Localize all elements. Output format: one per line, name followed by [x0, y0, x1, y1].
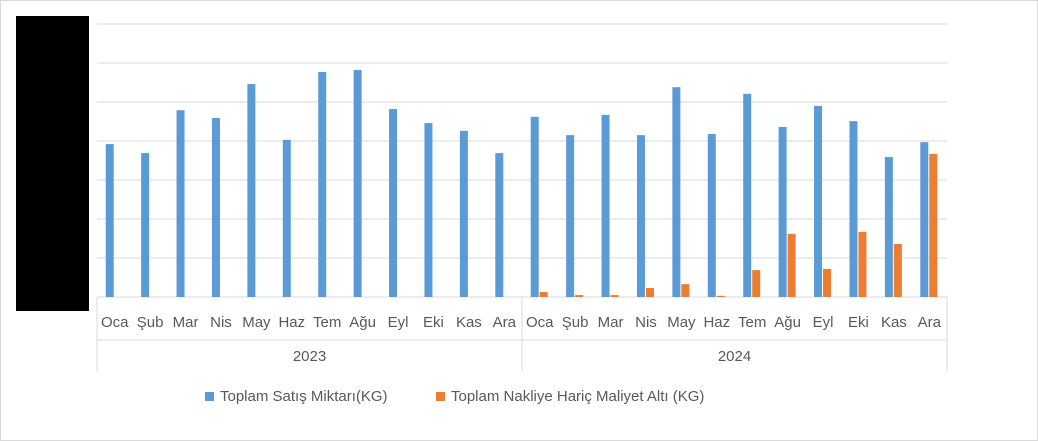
x-tick-label: Mar	[598, 314, 624, 331]
bar	[858, 231, 867, 297]
legend-label: Toplam Satış Miktarı(KG)	[220, 388, 388, 405]
bar	[353, 70, 362, 298]
legend-swatch	[205, 392, 214, 401]
bar	[282, 139, 291, 297]
bar	[610, 295, 619, 297]
bar	[459, 130, 468, 297]
plot-area: 2023 2024 Oca Şub Mar Nis May Haz Tem Ağu Eyl Eki Ka…	[96, 23, 948, 405]
bar	[645, 288, 654, 297]
legend-swatch	[436, 392, 445, 401]
bar	[716, 295, 725, 297]
x-tick-label: May	[242, 314, 271, 331]
bar	[176, 110, 185, 297]
x-tick-label: Nis	[210, 314, 232, 331]
x-tick-label: Eyl	[813, 314, 834, 331]
bar	[389, 109, 398, 298]
x-tick-label: Şub	[137, 314, 164, 331]
legend-label: Toplam Nakliye Hariç Maliyet Altı (KG)	[451, 388, 704, 405]
bar	[105, 144, 114, 297]
x-tick-label: Kas	[881, 314, 907, 331]
bar	[743, 93, 752, 297]
x-tick-label: Eyl	[388, 314, 409, 331]
x-tick-label: Tem	[313, 314, 341, 331]
x-tick-label: Haz	[278, 314, 305, 331]
x-tick-label: Ağu	[349, 314, 376, 331]
bar	[884, 156, 893, 297]
bar	[814, 105, 823, 298]
x-tick-label: Ara	[493, 314, 517, 331]
x-tick-label: Nis	[635, 314, 657, 331]
bar	[672, 87, 681, 298]
x-tick-label: May	[667, 314, 696, 331]
x-tick-label: Ara	[918, 314, 942, 331]
bar	[849, 121, 858, 297]
bar	[575, 295, 584, 297]
bar	[681, 284, 690, 297]
bar	[787, 233, 796, 297]
bar	[566, 135, 575, 297]
bar	[211, 117, 220, 298]
x-tick-label: Kas	[456, 314, 482, 331]
x-tick-label: Eki	[423, 314, 444, 331]
x-tick-label: Şub	[562, 314, 589, 331]
bar	[929, 153, 938, 297]
bar	[141, 153, 150, 297]
x-tick-label: Ağu	[774, 314, 801, 331]
x-tick-label: Oca	[526, 314, 554, 331]
bar	[424, 123, 433, 297]
bar	[752, 270, 761, 297]
x-tick-label: Haz	[703, 314, 730, 331]
x-tick-label: Eki	[848, 314, 869, 331]
bar	[318, 71, 327, 297]
x-tick-label: Tem	[738, 314, 766, 331]
bar	[707, 133, 716, 297]
bar	[778, 126, 787, 298]
x-tick-label: Oca	[101, 314, 129, 331]
bar	[495, 153, 504, 297]
bar	[601, 114, 610, 298]
bar	[539, 291, 548, 297]
group-label: 2024	[718, 348, 751, 365]
bar	[920, 142, 929, 297]
bar	[636, 135, 645, 297]
bar	[893, 243, 902, 297]
x-tick-label: Mar	[173, 314, 199, 331]
bar	[823, 268, 832, 297]
bar	[247, 84, 256, 297]
bar	[530, 116, 539, 297]
group-label: 2023	[293, 348, 326, 365]
redaction-box	[16, 16, 89, 311]
